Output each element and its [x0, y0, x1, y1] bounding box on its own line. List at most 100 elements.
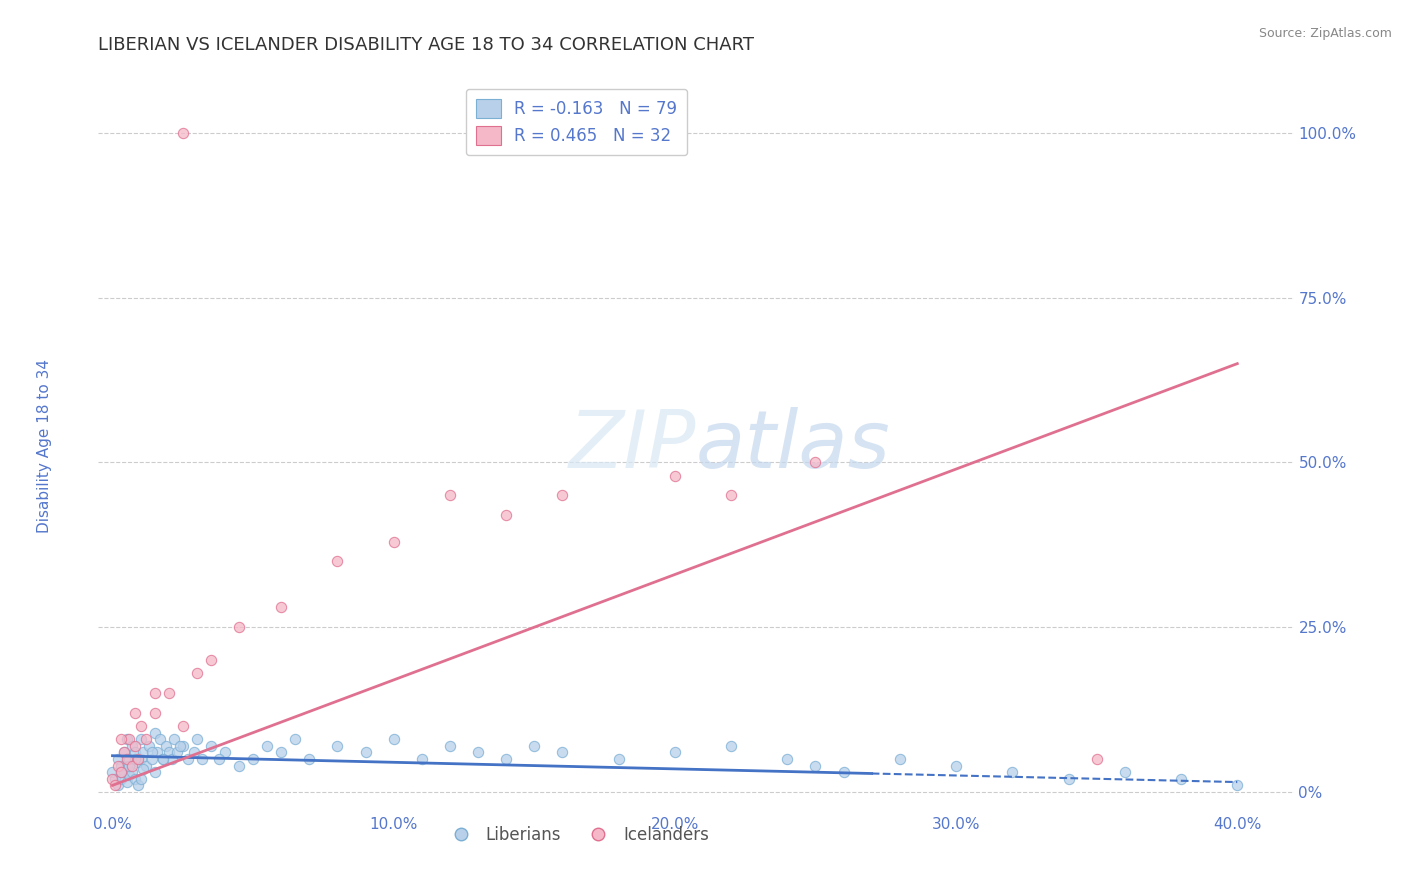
Point [720, 739, 742, 753]
Point [1226, 778, 1249, 792]
Point [326, 739, 349, 753]
Point [411, 752, 433, 766]
Point [186, 732, 208, 747]
Point [112, 746, 135, 760]
Point [172, 739, 194, 753]
Point [149, 732, 172, 747]
Point [107, 758, 129, 772]
Point [157, 746, 180, 760]
Point [135, 758, 157, 772]
Point [141, 746, 163, 760]
Point [104, 772, 127, 786]
Point [152, 752, 174, 766]
Point [186, 666, 208, 681]
Point [495, 508, 517, 523]
Point [104, 778, 127, 792]
Point [143, 765, 166, 780]
Point [110, 772, 132, 786]
Point [200, 653, 222, 667]
Point [107, 752, 129, 766]
Point [124, 746, 146, 760]
Point [143, 725, 166, 739]
Point [1170, 772, 1192, 786]
Point [163, 732, 186, 747]
Point [945, 758, 967, 772]
Point [160, 752, 183, 766]
Point [121, 758, 143, 772]
Point [382, 732, 405, 747]
Point [664, 746, 686, 760]
Point [121, 739, 143, 753]
Point [208, 752, 231, 766]
Point [138, 739, 160, 753]
Point [172, 719, 194, 733]
Point [110, 758, 132, 772]
Point [298, 752, 321, 766]
Point [127, 778, 149, 792]
Point [157, 686, 180, 700]
Point [146, 746, 169, 760]
Point [889, 752, 911, 766]
Point [1001, 765, 1024, 780]
Point [439, 739, 461, 753]
Point [124, 752, 146, 766]
Point [228, 758, 250, 772]
Point [326, 554, 349, 568]
Legend: Liberians, Icelanders: Liberians, Icelanders [437, 820, 716, 851]
Point [152, 752, 174, 766]
Point [118, 732, 141, 747]
Point [127, 752, 149, 766]
Point [214, 746, 236, 760]
Point [121, 765, 143, 780]
Point [172, 126, 194, 140]
Point [551, 488, 574, 502]
Text: ZIP: ZIP [568, 407, 696, 485]
Point [256, 739, 278, 753]
Point [1085, 752, 1108, 766]
Point [607, 752, 630, 766]
Point [124, 772, 146, 786]
Point [155, 739, 177, 753]
Point [664, 468, 686, 483]
Point [115, 775, 138, 789]
Point [467, 746, 489, 760]
Point [270, 600, 292, 615]
Point [115, 758, 138, 772]
Point [720, 488, 742, 502]
Point [129, 719, 152, 733]
Point [129, 752, 152, 766]
Text: atlas: atlas [696, 407, 891, 485]
Point [776, 752, 799, 766]
Point [191, 752, 214, 766]
Point [1057, 772, 1080, 786]
Text: LIBERIAN VS ICELANDER DISABILITY AGE 18 TO 34 CORRELATION CHART: LIBERIAN VS ICELANDER DISABILITY AGE 18 … [98, 36, 755, 54]
Point [143, 686, 166, 700]
Point [382, 534, 405, 549]
Point [1114, 765, 1136, 780]
Point [200, 739, 222, 753]
Text: Disability Age 18 to 34: Disability Age 18 to 34 [37, 359, 52, 533]
Point [804, 758, 827, 772]
Point [112, 746, 135, 760]
Point [127, 756, 149, 770]
Point [115, 752, 138, 766]
Point [101, 765, 124, 780]
Point [439, 488, 461, 502]
Point [112, 765, 135, 780]
Point [551, 746, 574, 760]
Point [169, 739, 191, 753]
Point [118, 758, 141, 772]
Point [115, 732, 138, 747]
Point [110, 765, 132, 780]
Point [284, 732, 307, 747]
Text: Source: ZipAtlas.com: Source: ZipAtlas.com [1258, 27, 1392, 40]
Point [177, 752, 200, 766]
Point [354, 746, 377, 760]
Point [228, 620, 250, 634]
Point [183, 746, 205, 760]
Point [143, 706, 166, 720]
Point [118, 768, 141, 782]
Point [118, 752, 141, 766]
Point [270, 746, 292, 760]
Point [141, 752, 163, 766]
